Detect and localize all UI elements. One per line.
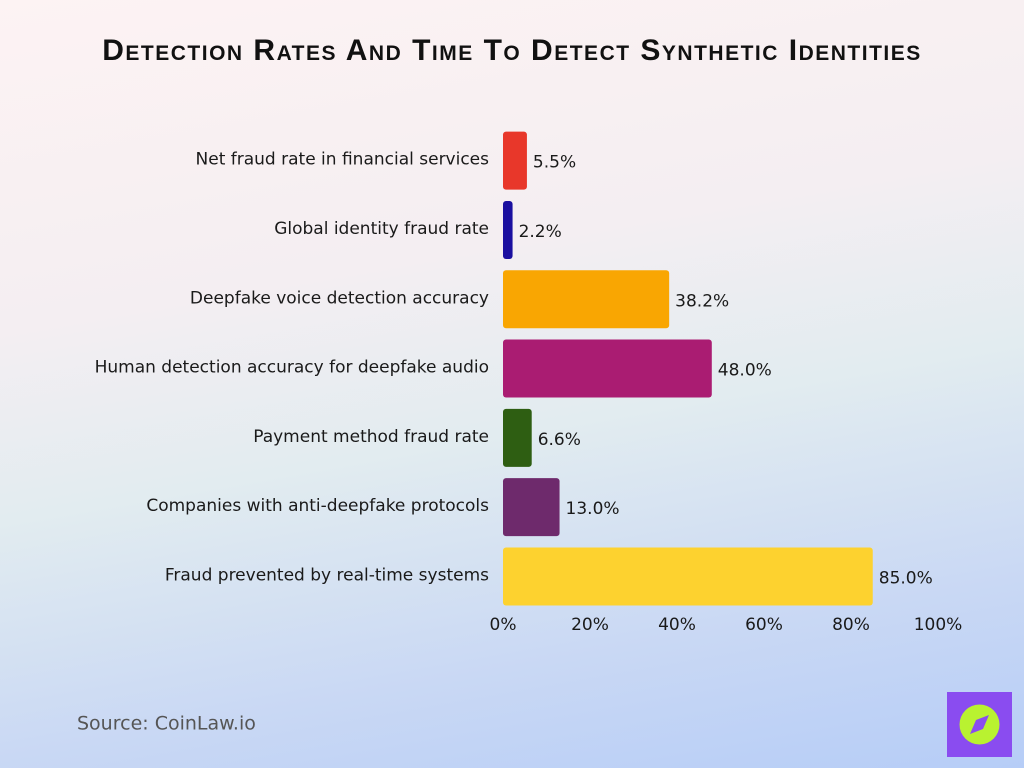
bar — [503, 408, 532, 467]
y-tick-label: Fraud prevented by real-time systems — [165, 565, 489, 585]
x-tick-label: 60% — [745, 615, 783, 635]
bar — [503, 547, 873, 606]
value-label: 85.0% — [879, 568, 933, 588]
bar — [503, 270, 670, 329]
y-tick-label: Payment method fraud rate — [253, 427, 489, 447]
value-label: 5.5% — [533, 153, 576, 173]
bar — [503, 131, 527, 190]
value-label: 6.6% — [538, 430, 581, 450]
x-tick-label: 80% — [832, 615, 870, 635]
y-tick-label: Companies with anti-deepfake protocols — [146, 496, 489, 516]
bar — [503, 478, 560, 537]
value-label: 13.0% — [566, 499, 620, 519]
y-tick-label: Deepfake voice detection accuracy — [190, 288, 489, 308]
chart-title: Detection Rates And Time To Detect Synth… — [102, 34, 922, 67]
bar — [503, 339, 712, 398]
x-tick-label: 20% — [571, 615, 609, 635]
y-tick-label: Human detection accuracy for deepfake au… — [95, 358, 489, 378]
x-tick-label: 0% — [490, 615, 517, 635]
logo — [947, 692, 1012, 757]
x-tick-label: 40% — [658, 615, 696, 635]
x-tick-label: 100% — [914, 615, 963, 635]
value-label: 48.0% — [718, 361, 772, 381]
value-label: 38.2% — [675, 291, 729, 311]
logo-icon — [970, 715, 989, 734]
value-label: 2.2% — [519, 222, 562, 242]
bar — [503, 200, 513, 259]
source: Source: CoinLaw.io — [77, 713, 256, 735]
y-tick-label: Global identity fraud rate — [274, 219, 489, 239]
y-tick-label: Net fraud rate in financial services — [196, 150, 490, 170]
